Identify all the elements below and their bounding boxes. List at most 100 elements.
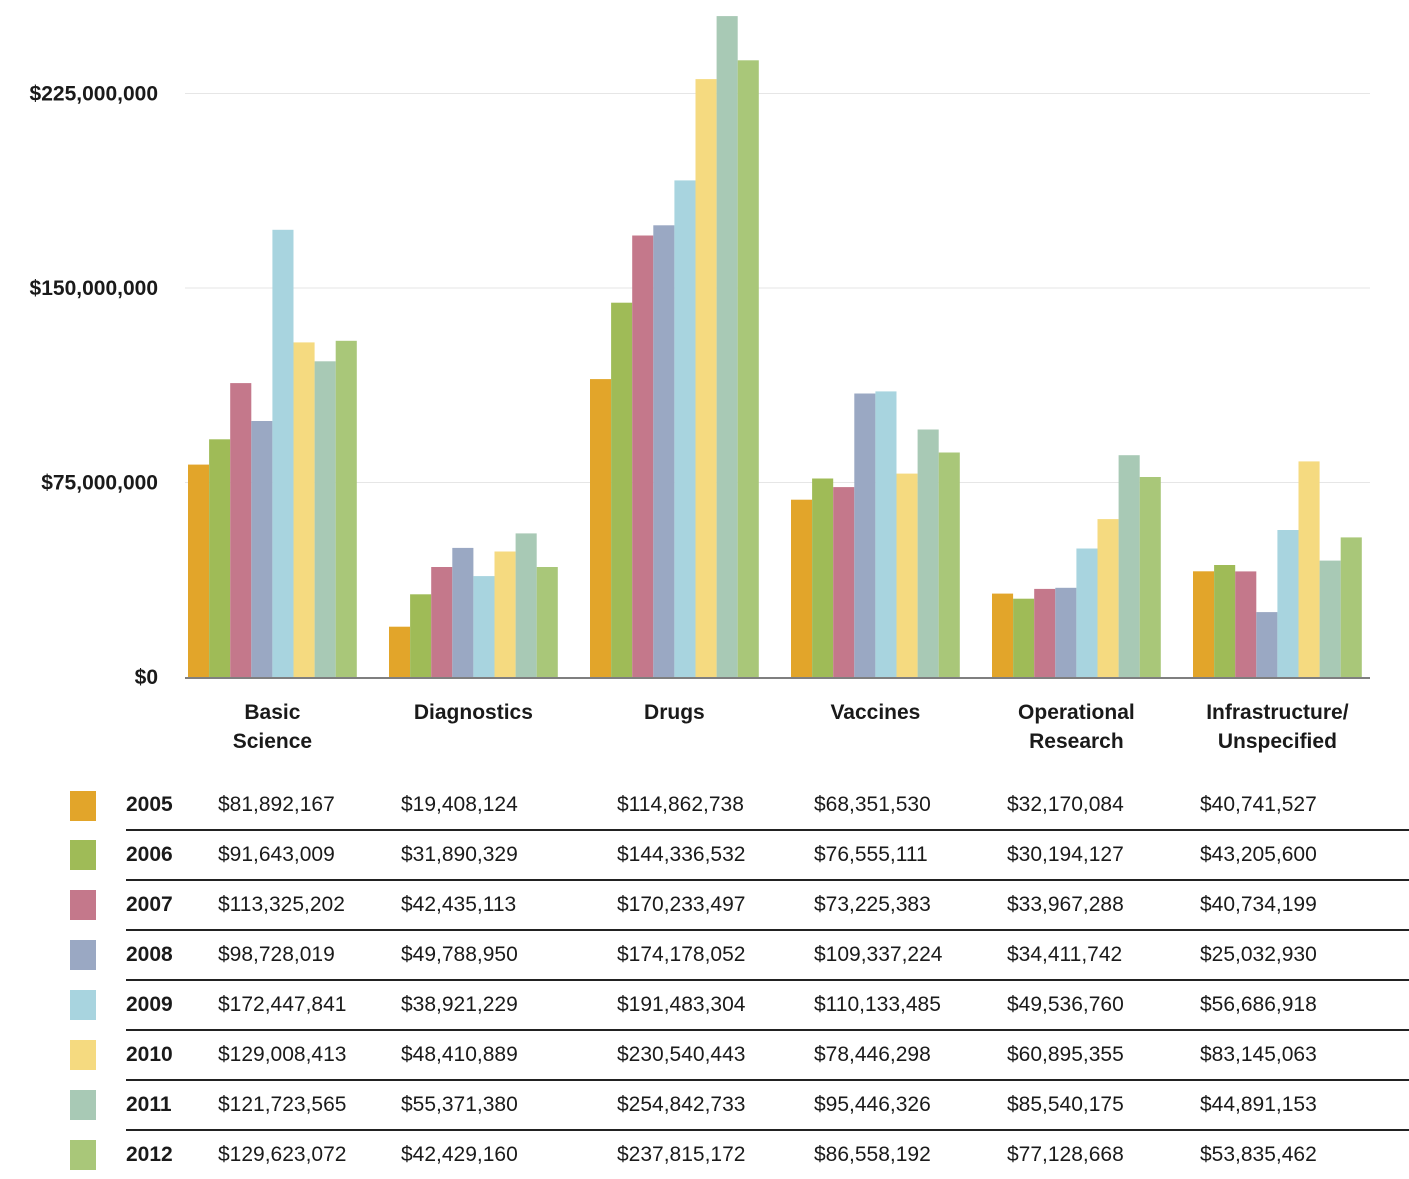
- bar: [452, 547, 474, 677]
- table-cell: $42,429,160: [401, 1143, 518, 1166]
- table-cell: $191,483,304: [617, 980, 814, 1031]
- table-cell: $49,536,760: [1007, 980, 1200, 1031]
- bar: [854, 393, 876, 677]
- table-cell: $68,351,530: [814, 781, 1007, 831]
- bar: [1256, 612, 1278, 677]
- bar: [716, 16, 738, 678]
- table-cell: $77,128,668: [1007, 1143, 1124, 1166]
- table-cell: $73,225,383: [814, 880, 1007, 931]
- bar: [917, 429, 939, 677]
- bar: [695, 79, 717, 678]
- table-cell: $129,623,072: [218, 1143, 347, 1166]
- bar: [833, 487, 855, 677]
- table-cell: $109,337,224: [814, 930, 1007, 981]
- year-label: 2010: [126, 1030, 218, 1081]
- bar: [335, 340, 357, 677]
- table-cell: $48,410,889: [401, 1030, 617, 1081]
- legend-swatch: [70, 940, 96, 970]
- bar: [653, 225, 675, 678]
- bar: [251, 421, 273, 677]
- table-cell: $85,540,175: [1007, 1080, 1200, 1131]
- table-cell: $32,170,084: [1007, 781, 1200, 831]
- y-tick-label: $225,000,000: [30, 83, 158, 106]
- legend-swatch: [70, 990, 96, 1020]
- table-cell: $60,895,355: [1007, 1030, 1200, 1081]
- legend-swatch: [70, 890, 96, 920]
- table-cell: $76,555,111: [814, 830, 1007, 881]
- bar: [737, 60, 759, 678]
- bar: [1097, 519, 1119, 677]
- year-label: 2005: [126, 781, 218, 831]
- table-cell: $121,723,565: [218, 1080, 401, 1131]
- table-row: 2008 $98,728,019 $49,788,950 $174,178,052 $1…: [70, 930, 1409, 981]
- table-cell: $98,728,019: [218, 930, 401, 981]
- y-tick-label: $150,000,000: [30, 277, 158, 300]
- bar: [1034, 588, 1056, 677]
- year-label: 2008: [126, 930, 218, 981]
- table-cell: $78,446,298: [814, 1030, 1007, 1081]
- table-cell: $113,325,202: [218, 880, 401, 931]
- table-row: 2006 $91,643,009 $31,890,329 $144,336,532 $7…: [70, 830, 1409, 881]
- table-cell: $172,447,841: [218, 980, 401, 1031]
- year-label: 2006: [126, 830, 218, 881]
- bar: [1076, 548, 1098, 677]
- bar: [515, 533, 537, 677]
- bar: [536, 567, 558, 677]
- bar: [1193, 571, 1215, 677]
- bar: [1298, 461, 1320, 677]
- table-cell: $230,540,443: [617, 1030, 814, 1081]
- bar: [611, 302, 633, 677]
- table-cell: $144,336,532: [617, 830, 814, 881]
- table-cell: $44,891,153: [1200, 1080, 1409, 1131]
- table-cell: $129,008,413: [218, 1030, 401, 1081]
- bar: [875, 391, 897, 677]
- bar: [992, 593, 1014, 677]
- table-cell: $31,890,329: [401, 830, 617, 881]
- x-category-label: Infrastructure/ Unspecified: [1206, 701, 1349, 753]
- table-cell: $114,862,738: [617, 781, 814, 831]
- table-cell: $81,892,167: [218, 781, 401, 831]
- bar: [1340, 537, 1362, 677]
- bar: [293, 342, 315, 677]
- table-cell: $33,967,288: [1007, 880, 1200, 931]
- table-cell: $40,734,199: [1200, 880, 1409, 931]
- table-cell: $83,145,063: [1200, 1030, 1409, 1081]
- table-cell: $34,411,742: [1007, 930, 1200, 981]
- table-cell: $95,446,326: [814, 1080, 1007, 1131]
- bar: [1277, 530, 1299, 677]
- bar: [1139, 477, 1161, 677]
- table-cell: $40,741,527: [1200, 781, 1409, 831]
- x-category-label: Diagnostics: [413, 701, 533, 724]
- year-label: 2009: [126, 980, 218, 1031]
- table-cell: $19,408,124: [401, 781, 617, 831]
- bar: [590, 379, 612, 677]
- bar: [938, 452, 960, 677]
- table-row: 2007 $113,325,202 $42,435,113 $170,233,497 $…: [70, 880, 1409, 931]
- x-category-label: Drugs: [644, 701, 705, 724]
- table-cell: $254,842,733: [617, 1080, 814, 1131]
- data-table: 2005 $81,892,167 $19,408,124 $114,862,738 $6…: [70, 781, 1409, 1179]
- bar: [1319, 560, 1341, 677]
- table-cell: $25,032,930: [1200, 930, 1409, 981]
- bar: [791, 499, 813, 677]
- table-cell: $237,815,172: [617, 1143, 746, 1166]
- table-cell: $49,788,950: [401, 930, 617, 981]
- bar: [272, 229, 294, 678]
- bar: [1118, 455, 1140, 677]
- bar: [674, 180, 696, 677]
- legend-swatch: [70, 1139, 96, 1170]
- y-axis-tick-labels: $0 $75,000,000 $150,000,000 $225,000,000: [30, 83, 158, 690]
- table-cell: $170,233,497: [617, 880, 814, 931]
- bar: [632, 235, 654, 677]
- year-label: 2011: [126, 1080, 218, 1131]
- bar: [410, 594, 432, 677]
- table-cell: $56,686,918: [1200, 980, 1409, 1031]
- table-row: 2005 $81,892,167 $19,408,124 $114,862,738 $6…: [70, 781, 1409, 831]
- table-row: 2012 $129,623,072 $42,429,160 $237,815,172 $…: [70, 1130, 1409, 1179]
- table-cell: $110,133,485: [814, 980, 1007, 1031]
- bar: [188, 464, 210, 677]
- year-label: 2012: [126, 1143, 173, 1166]
- bar: [389, 626, 411, 677]
- bar: [230, 383, 252, 677]
- bar: [314, 361, 336, 677]
